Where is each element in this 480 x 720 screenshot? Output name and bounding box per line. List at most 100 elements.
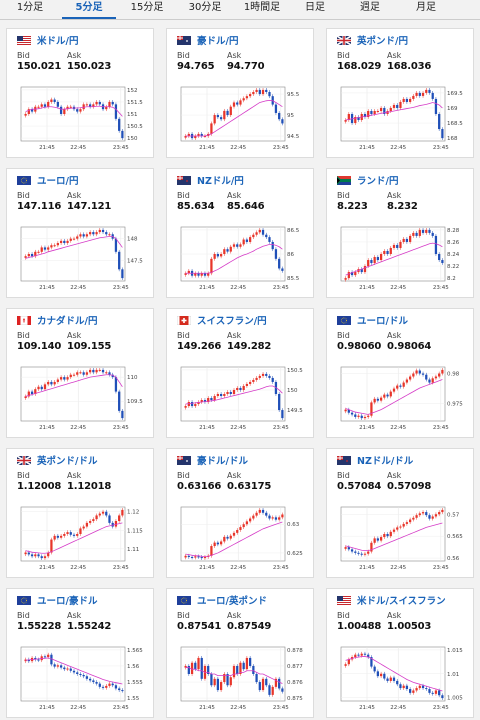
pair-title[interactable]: ユーロ/英ポンド <box>197 596 267 607</box>
candle-body <box>207 398 210 403</box>
mini-candle-chart[interactable]: 21:45 22:45 23:45 0.63 0.625 <box>173 501 309 573</box>
rate-card[interactable]: 米ドル/スイスフラン Bid Ask 1.00488 1.00503 21:45 22:45… <box>326 588 474 718</box>
x-tick-label: 23:45 <box>113 705 129 711</box>
candle-body <box>121 410 124 419</box>
mini-candle-chart[interactable]: 21:45 22:45 23:45 95.5 95 94.5 <box>173 81 309 153</box>
ask-price: 1.12018 <box>67 481 112 492</box>
rate-card[interactable]: 米ドル/円 Bid Ask 150.021 150.023 21:45 22:45 23:45… <box>6 28 154 158</box>
pair-title[interactable]: ユーロ/ドル <box>357 316 408 327</box>
candle-body <box>40 386 43 390</box>
candle-body <box>376 398 379 401</box>
tab-1hour[interactable]: 1時間足 <box>243 2 281 13</box>
tab-5min[interactable]: 5分足 <box>62 0 116 19</box>
flag-nz-icon <box>177 176 191 185</box>
pair-title[interactable]: NZドル/ドル <box>357 456 414 467</box>
rate-card[interactable]: ユーロ/英ポンド Bid Ask 0.87541 0.87549 21:45 22:45 23… <box>166 588 314 718</box>
mini-candle-chart[interactable]: 21:45 22:45 23:45 1.12 1.115 1.11 <box>13 501 149 573</box>
tab-15min[interactable]: 15分足 <box>130 2 164 13</box>
candle-body <box>85 234 89 237</box>
pair-title[interactable]: 英ポンド/ドル <box>37 456 98 467</box>
rate-card[interactable]: 豪ドル/ドル Bid Ask 0.63166 0.63175 21:45 22:45 23:4… <box>166 448 314 578</box>
candle-body <box>226 536 229 539</box>
candle-body <box>396 680 399 685</box>
pair-title[interactable]: 米ドル/スイスフラン <box>357 596 446 607</box>
tab-30min[interactable]: 30分足 <box>188 2 222 13</box>
candle-body <box>383 673 386 679</box>
candle-body <box>37 251 40 253</box>
candle-body <box>431 692 434 694</box>
tab-1min[interactable]: 1分足 <box>16 2 44 13</box>
tab-monthly[interactable]: 月足 <box>416 2 436 13</box>
rate-card[interactable]: 英ポンド/円 Bid Ask 168.029 168.036 21:45 22:45 23:4… <box>326 28 474 158</box>
pair-title[interactable]: NZドル/円 <box>197 176 244 187</box>
rate-card[interactable]: ユーロ/豪ドル Bid Ask 1.55228 1.55242 21:45 22:45 23:… <box>6 588 154 718</box>
rate-card[interactable]: 豪ドル/円 Bid Ask 94.765 94.770 21:45 22:45 23:45 95… <box>166 28 314 158</box>
candle-body <box>108 101 111 107</box>
candle-body <box>76 372 79 375</box>
pair-title[interactable]: 英ポンド/円 <box>357 36 408 47</box>
candle-body <box>350 549 354 552</box>
candle-body <box>418 229 421 236</box>
mini-candle-chart[interactable]: 21:45 22:45 23:45 0.98 0.975 <box>333 361 469 433</box>
tab-daily[interactable]: 日足 <box>305 2 325 13</box>
candle-body <box>350 412 354 415</box>
ask-price: 149.282 <box>227 341 272 352</box>
x-tick-label: 22:45 <box>230 425 246 431</box>
rate-card[interactable]: ランド/円 Bid Ask 8.223 8.232 21:45 22:45 23:45 8.28… <box>326 168 474 298</box>
pair-title[interactable]: スイスフラン/円 <box>197 316 267 327</box>
candle-body <box>85 372 89 375</box>
ask-price: 150.023 <box>67 61 112 72</box>
mini-candle-chart[interactable]: 21:45 22:45 23:45 110 109.5 <box>13 361 149 433</box>
plot-area <box>340 366 446 422</box>
candle-body <box>389 677 392 681</box>
pair-title[interactable]: カナダドル/円 <box>37 316 98 327</box>
candle-body <box>197 273 200 276</box>
ask-label: Ask <box>67 191 82 200</box>
candle-body <box>255 89 258 92</box>
candle-body <box>431 378 434 383</box>
candle-body <box>236 387 239 390</box>
candle-body <box>56 101 59 107</box>
mini-candle-chart[interactable]: 21:45 22:45 23:45 1.015 1.01 1.005 <box>333 641 469 713</box>
tab-weekly[interactable]: 週足 <box>360 2 380 13</box>
x-tick-label: 23:45 <box>433 705 449 711</box>
rate-card[interactable]: カナダドル/円 Bid Ask 109.140 109.155 21:45 22:45 23:… <box>6 308 154 438</box>
mini-candle-chart[interactable]: 21:45 22:45 23:45 0.878 0.877 0.876 0.875 <box>173 641 309 713</box>
candle-body <box>79 674 82 675</box>
y-tick-label: 8.26 <box>447 240 460 246</box>
pair-title[interactable]: 米ドル/円 <box>37 36 79 47</box>
candle-body <box>203 136 207 138</box>
mini-candle-chart[interactable]: 21:45 22:45 23:45 169.5 169 168.5 168 <box>333 81 469 153</box>
rate-card[interactable]: ユーロ/ドル Bid Ask 0.98060 0.98064 21:45 22:45 23:4… <box>326 308 474 438</box>
mini-candle-chart[interactable]: 21:45 22:45 23:45 8.28 8.26 8.24 8.22 8.2 <box>333 221 469 293</box>
rate-card[interactable]: NZドル/円 Bid Ask 85.634 85.646 21:45 22:45 23:45 8… <box>166 168 314 298</box>
candle-body <box>226 391 229 394</box>
mini-candle-chart[interactable]: 21:45 22:45 23:45 150.5 150 149.5 <box>173 361 309 433</box>
rate-card[interactable]: 英ポンド/ドル Bid Ask 1.12008 1.12018 21:45 22:45 23:… <box>6 448 154 578</box>
pair-title[interactable]: ランド/円 <box>357 176 399 187</box>
candle-body <box>425 229 428 233</box>
candle-body <box>261 678 265 691</box>
pair-title[interactable]: 豪ドル/ドル <box>197 456 248 467</box>
candle-body <box>98 683 101 687</box>
candle-body <box>421 229 425 233</box>
rate-card[interactable]: ユーロ/円 Bid Ask 147.116 147.121 21:45 22:45 23:45… <box>6 168 154 298</box>
y-tick-label: 149.5 <box>287 408 303 414</box>
mini-candle-chart[interactable]: 21:45 22:45 23:45 0.57 0.565 0.56 <box>333 501 469 573</box>
x-tick-label: 22:45 <box>390 705 406 711</box>
rate-card[interactable]: NZドル/ドル Bid Ask 0.57084 0.57098 21:45 22:45 23:… <box>326 448 474 578</box>
candle-body <box>210 674 213 686</box>
mini-candle-chart[interactable]: 21:45 22:45 23:45 1.565 1.56 1.555 1.55 <box>13 641 149 713</box>
mini-candle-chart[interactable]: 21:45 22:45 23:45 148 147.5 <box>13 221 149 293</box>
pair-title[interactable]: ユーロ/円 <box>37 176 79 187</box>
flag-ca-icon <box>17 316 31 325</box>
candle-body <box>249 237 252 242</box>
bid-price: 109.140 <box>17 341 62 352</box>
rate-card[interactable]: スイスフラン/円 Bid Ask 149.266 149.282 21:45 22:45 23… <box>166 308 314 438</box>
mini-candle-chart[interactable]: 21:45 22:45 23:45 152 151.5 151 150.5 150 <box>13 81 149 153</box>
mini-candle-chart[interactable]: 21:45 22:45 23:45 86.5 86 85.5 <box>173 221 309 293</box>
candle-body <box>79 372 82 374</box>
pair-title[interactable]: ユーロ/豪ドル <box>37 596 98 607</box>
x-tick-label: 22:45 <box>70 565 86 571</box>
pair-title[interactable]: 豪ドル/円 <box>197 36 239 47</box>
